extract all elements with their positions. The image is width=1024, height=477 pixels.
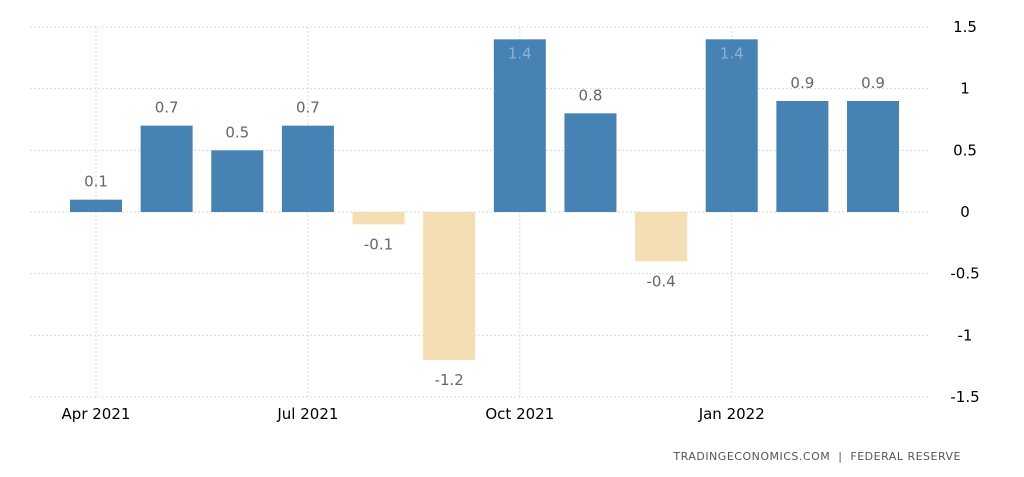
x-axis: Apr 2021 Jul 2021 Oct 2021 Jan 2022	[62, 405, 765, 423]
bar	[140, 125, 193, 212]
y-tick-label: -1	[958, 326, 973, 344]
data-labels: 0.1 0.7 0.5 0.7 -0.1 -1.2 1.4 0.8 -0.4 1.4 0.9 0.9	[84, 44, 885, 389]
data-label: 0.5	[225, 123, 249, 141]
x-tick-label: Oct 2021	[485, 405, 554, 423]
y-axis: 1.5 1 0.5 0 -0.5 -1 -1.5	[950, 18, 979, 406]
bar	[70, 199, 122, 212]
y-tick-label: 1	[960, 80, 970, 98]
y-tick-label: 1.5	[953, 18, 977, 36]
y-tick-label: -0.5	[950, 265, 979, 283]
bar	[281, 125, 334, 212]
data-label: 0.9	[790, 74, 814, 92]
bar	[423, 212, 476, 360]
bar	[211, 150, 264, 212]
data-label: 0.8	[579, 86, 603, 104]
data-label: 0.9	[861, 74, 885, 92]
data-label: 1.4	[720, 44, 744, 62]
data-label: -1.2	[435, 371, 464, 389]
x-tick-label: Apr 2021	[62, 405, 131, 423]
data-label: 0.7	[296, 99, 320, 117]
bar	[776, 101, 829, 212]
bar	[564, 113, 617, 212]
y-tick-label: 0	[960, 203, 970, 221]
bar	[847, 101, 899, 212]
data-label: -0.1	[364, 235, 393, 253]
bars	[70, 39, 899, 360]
y-tick-label: 0.5	[953, 141, 977, 159]
bar	[352, 212, 405, 225]
source-attribution: TRADINGECONOMICS.COM | FEDERAL RESERVE	[672, 450, 961, 463]
x-tick-label: Jan 2022	[698, 405, 765, 423]
bar	[705, 39, 758, 213]
data-label: 0.7	[155, 99, 179, 117]
y-tick-label: -1.5	[950, 388, 979, 406]
data-label: -0.4	[646, 272, 675, 290]
data-label: 1.4	[508, 44, 532, 62]
data-label: 0.1	[84, 173, 108, 191]
x-tick-label: Jul 2021	[276, 405, 338, 423]
bar	[635, 212, 688, 262]
bar	[493, 39, 546, 213]
